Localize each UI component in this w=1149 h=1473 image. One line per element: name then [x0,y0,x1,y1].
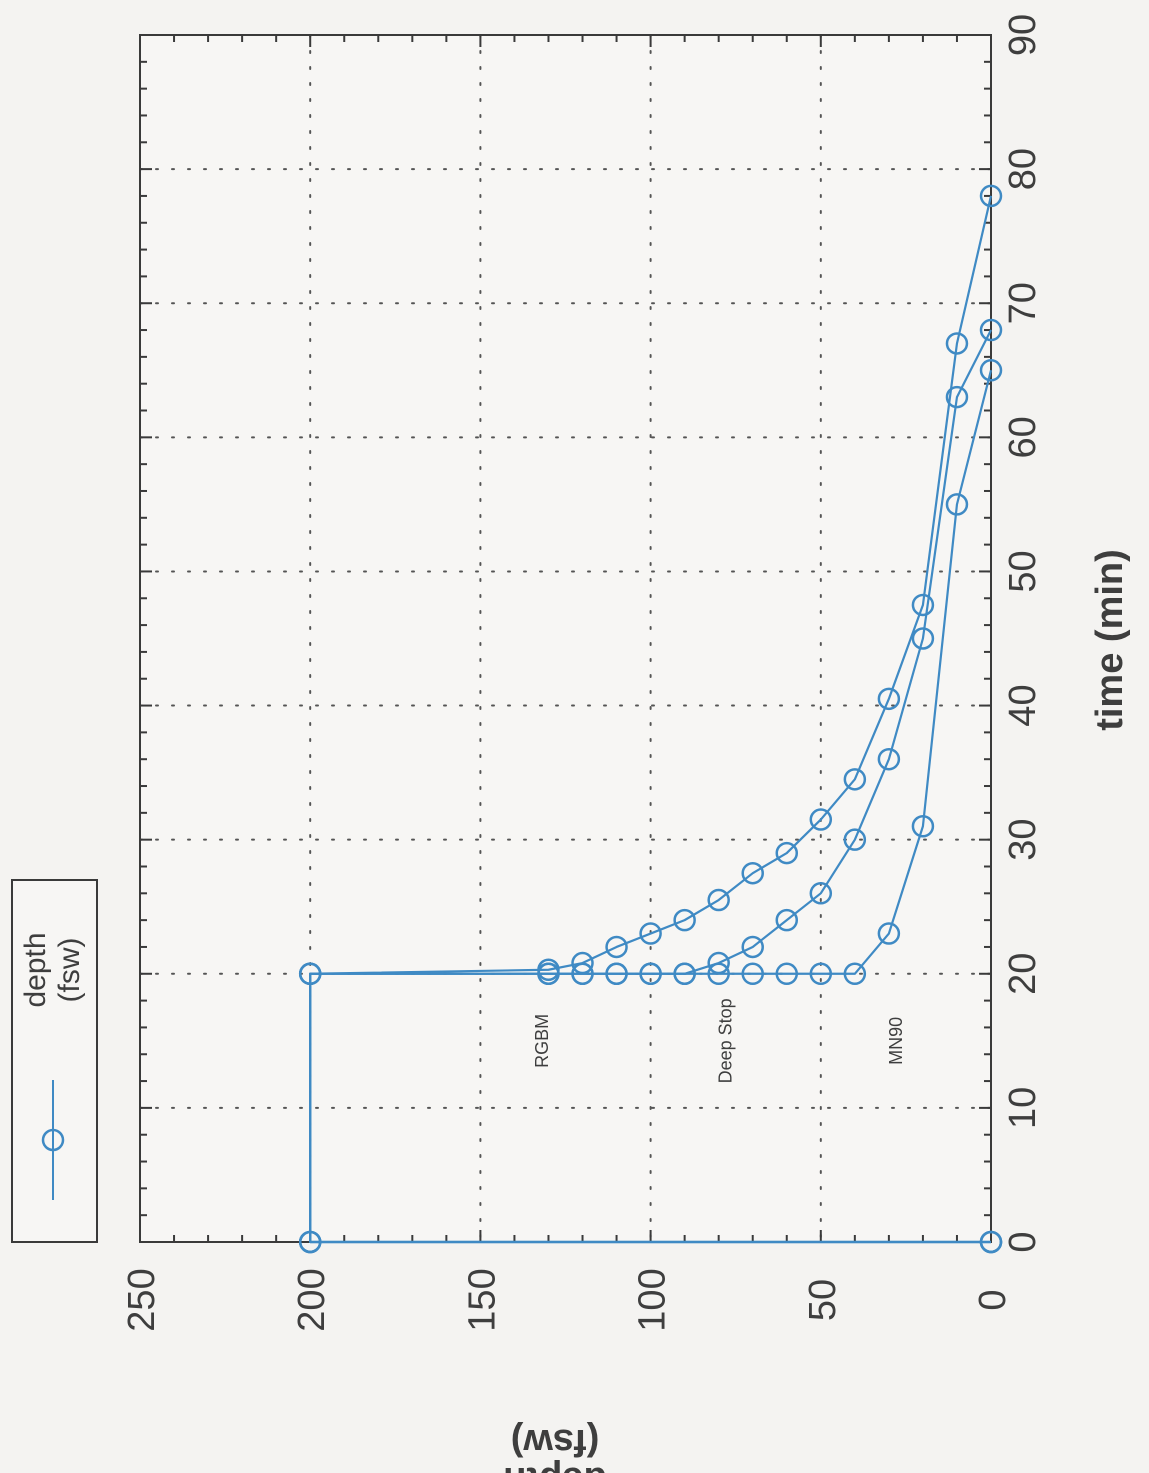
y-axis-title-line1: depth [503,1459,606,1473]
data-point [775,908,799,932]
x-tick-group: 10 [1002,1087,1044,1129]
x-tick-group: 30 [1002,819,1044,861]
data-point [741,861,764,885]
x-tick-group: 40 [1002,684,1044,726]
y-tick-label: 200 [291,1268,333,1331]
y-tick-label: 0 [972,1289,1014,1310]
data-point [979,359,1003,382]
x-tick-label: 80 [1002,148,1044,190]
data-point [979,1230,1003,1254]
legend-marker [41,1128,65,1152]
data-point [945,332,969,355]
y-tick-label: 250 [121,1268,163,1331]
x-tick-group: 50 [1002,550,1044,592]
data-point [605,935,628,959]
y-tick-label: 100 [632,1268,674,1331]
data-point [298,1230,322,1254]
annotation-label: MN90 [886,1017,906,1065]
y-tick-group: 150 [461,1268,503,1331]
y-tick-group: 200 [291,1268,333,1331]
annotation-label: RGBM [532,1014,552,1068]
y-tick-group: 50 [802,1279,844,1321]
data-point [639,962,662,986]
data-point [639,922,662,945]
x-tick-labels: 0 10 20 30 40 50 60 70 80 90 [1002,14,1044,1253]
data-point [945,493,969,516]
data-point [945,385,969,409]
y-tick-labels: 0 50 100 150 200 250 [121,1268,1014,1331]
annotation-group: Deep Stop [716,998,736,1083]
data-point [605,962,628,986]
data-point [741,935,764,959]
x-tick-label: 60 [1002,416,1044,458]
x-tick-label: 90 [1002,14,1044,56]
x-tick-label: 20 [1002,953,1044,995]
x-tick-group: 80 [1002,148,1044,190]
legend-box [11,879,98,1243]
data-point [775,841,799,865]
x-tick-group: 0 [1002,1231,1044,1252]
data-point [298,962,322,986]
data-point [843,962,867,986]
annotations: RGBM Deep Stop MN90 [532,998,906,1083]
data-point [673,962,696,986]
data-point [741,962,764,986]
data-point [877,687,901,711]
data-point [571,951,594,975]
data-point [707,888,730,912]
data-point [911,815,935,838]
x-tick-label: 40 [1002,684,1044,726]
x-tick-group: 60 [1002,416,1044,458]
data-point [877,747,901,771]
annotation-group: MN90 [886,1017,906,1065]
data-point [809,808,833,831]
x-tick-label: 50 [1002,550,1044,592]
x-tick-group: 90 [1002,14,1044,56]
data-point [843,768,867,791]
y-tick-group: 0 [972,1289,1014,1310]
data-point [775,962,799,986]
x-tick-label: 70 [1002,282,1044,324]
data-point [673,908,696,932]
series-line-3 [309,195,993,1244]
x-tick-label: 30 [1002,819,1044,861]
x-tick-group: 20 [1002,953,1044,995]
data-point [809,882,833,905]
x-tick-label: 0 [1002,1231,1044,1252]
data-point [843,828,867,851]
legend: depth (fsw) [11,879,98,1243]
y-axis-title-line2: (fsw) [511,1421,600,1463]
y-tick-group: 250 [121,1268,163,1331]
y-tick-label: 50 [802,1279,844,1321]
data-point [809,962,833,986]
y-tick-group: 100 [632,1268,674,1331]
y-tick-label: 150 [461,1268,503,1331]
data-point [911,627,935,650]
x-tick-group: 70 [1002,282,1044,324]
data-point [979,184,1003,208]
data-point [877,922,901,945]
legend-label-line2: (fsw) [53,938,86,1003]
data-point [979,318,1003,342]
data-point [707,951,730,975]
x-tick-label: 10 [1002,1087,1044,1129]
annotation-group: RGBM [532,1014,552,1068]
x-axis-title: time (min) [1089,549,1131,731]
annotation-label: Deep Stop [716,998,736,1083]
plot-area [140,35,991,1242]
data-point [537,958,560,982]
legend-label-line1: depth [19,932,52,1007]
series-lines [298,184,1003,1254]
data-point [911,593,935,617]
series-line-2 [309,329,992,1244]
